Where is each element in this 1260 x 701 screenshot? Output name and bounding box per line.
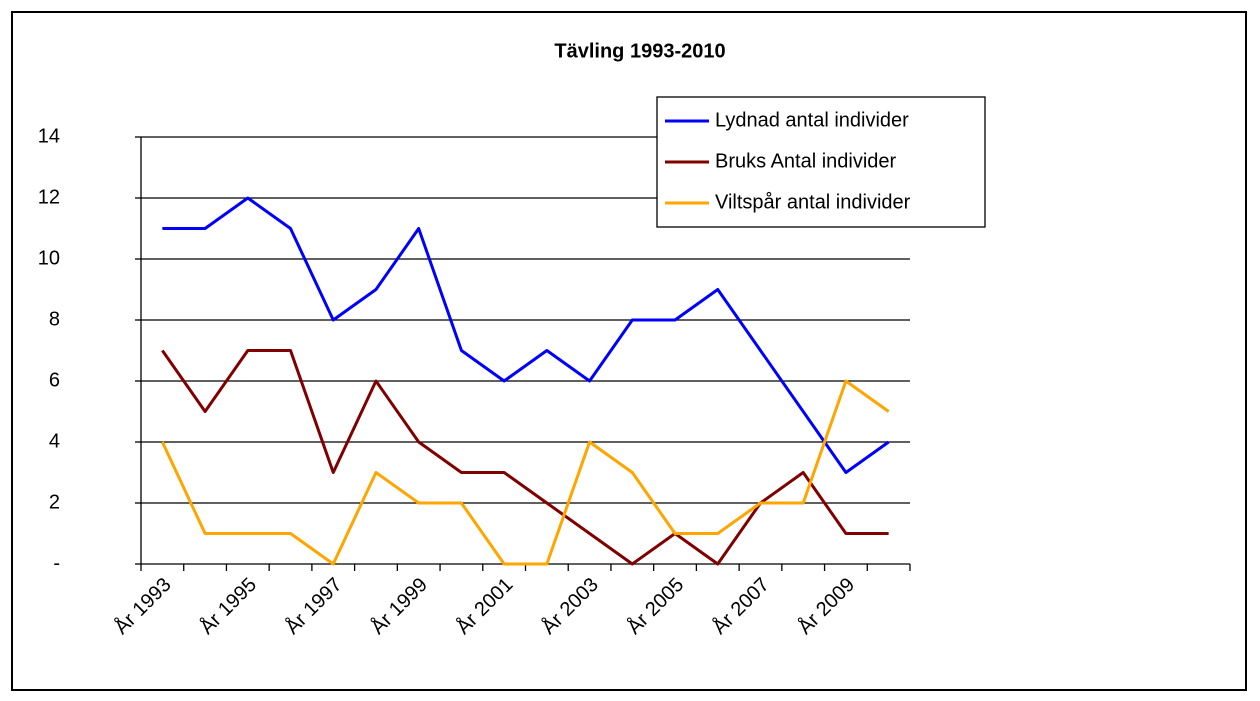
legend-label: Bruks Antal individer	[715, 150, 897, 172]
chart-title: Tävling 1993-2010	[554, 40, 725, 62]
series-line	[161, 379, 890, 566]
y-tick-label: 12	[38, 186, 60, 208]
chart-border	[11, 11, 1247, 691]
y-tick-label: 6	[49, 369, 60, 391]
legend-label: Viltspår antal individer	[715, 191, 911, 213]
y-tick-label: 2	[49, 491, 60, 513]
legend-box	[656, 96, 986, 228]
y-tick-label: -	[53, 552, 60, 574]
y-tick-label: 8	[49, 308, 60, 330]
series-line	[162, 196, 890, 474]
y-tick-label: 10	[38, 247, 60, 269]
series-line	[161, 349, 889, 566]
y-tick-label: 4	[49, 430, 60, 452]
legend-label: Lydnad antal individer	[715, 109, 909, 131]
y-tick-label: 14	[38, 125, 60, 147]
